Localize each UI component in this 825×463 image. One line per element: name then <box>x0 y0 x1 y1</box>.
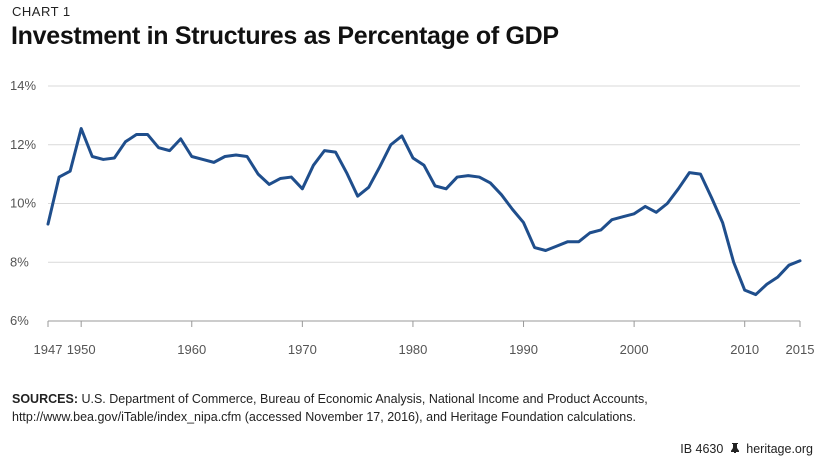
data-point <box>179 138 182 140</box>
data-point <box>511 208 514 211</box>
data-point <box>766 283 768 286</box>
sources-label: SOURCES: <box>12 392 78 406</box>
data-point <box>146 133 149 136</box>
data-point <box>69 170 71 172</box>
data-point <box>301 188 304 190</box>
data-point <box>666 202 669 205</box>
data-point <box>168 149 171 152</box>
data-point <box>124 141 127 143</box>
data-point <box>655 211 658 214</box>
data-point <box>135 133 138 136</box>
data-point <box>401 135 403 137</box>
data-point <box>544 249 547 252</box>
data-point <box>633 212 635 215</box>
data-point <box>91 155 94 158</box>
data-point <box>113 157 116 159</box>
data-point <box>102 158 105 161</box>
data-point <box>224 155 226 158</box>
data-point <box>777 276 779 278</box>
sources-text: U.S. Department of Commerce, Bureau of E… <box>12 392 648 424</box>
x-tick-label: 1980 <box>398 342 427 357</box>
data-point <box>58 176 60 178</box>
y-tick-label: 6% <box>10 313 29 328</box>
data-point <box>578 240 580 243</box>
data-point <box>246 155 248 158</box>
data-point <box>533 246 536 249</box>
y-tick-label: 10% <box>10 196 36 211</box>
x-tick-label: 2010 <box>730 342 759 357</box>
footer-credit: IB 4630 heritage.org <box>680 442 813 456</box>
data-point <box>80 127 82 130</box>
site-name: heritage.org <box>746 442 813 456</box>
data-point <box>356 195 359 197</box>
data-point <box>799 259 801 262</box>
data-point <box>213 161 215 164</box>
data-point <box>190 155 193 158</box>
data-point <box>157 146 160 149</box>
gridlines <box>48 85 800 322</box>
data-point <box>312 164 315 167</box>
data-point <box>754 293 757 296</box>
series-group <box>46 127 802 297</box>
data-point <box>323 149 326 152</box>
data-point <box>279 177 282 180</box>
liberty-bell-icon <box>730 442 740 456</box>
data-point <box>500 193 503 196</box>
data-point <box>235 154 237 156</box>
x-tick-label: 1947 <box>34 342 63 357</box>
data-point <box>478 176 481 178</box>
x-tick-label: 2015 <box>786 342 815 357</box>
line-chart: 6% 8% 10% 12% 14% 1947 1950 1960 1970 1980 1990 20… <box>10 78 815 357</box>
data-point <box>202 158 204 161</box>
data-point <box>788 264 790 266</box>
data-point <box>699 173 702 175</box>
data-point <box>334 151 337 153</box>
data-point <box>522 221 525 224</box>
y-axis-ticks: 6% 8% 10% 12% 14% <box>10 78 36 328</box>
data-point <box>622 215 624 218</box>
data-point <box>390 143 392 146</box>
data-point <box>566 240 569 243</box>
data-point <box>644 205 646 208</box>
data-point <box>467 174 470 177</box>
data-point <box>47 223 49 225</box>
data-point <box>555 245 558 247</box>
data-point <box>456 176 458 178</box>
data-point <box>367 186 370 189</box>
data-point <box>710 196 713 199</box>
data-point <box>345 171 348 174</box>
x-tick-label: 1970 <box>288 342 317 357</box>
data-point <box>600 229 602 231</box>
data-point <box>677 188 680 190</box>
chart-title: Investment in Structures as Percentage o… <box>11 22 559 50</box>
data-point <box>423 164 425 167</box>
y-tick-label: 14% <box>10 78 36 93</box>
data-point <box>290 176 293 178</box>
data-point <box>489 182 492 184</box>
x-axis-ticks: 1947 1950 1960 1970 1980 1990 2000 2010 2015 <box>34 320 815 357</box>
chart-label: CHART 1 <box>12 4 71 19</box>
data-point <box>434 185 436 187</box>
data-point <box>611 218 613 221</box>
x-tick-label: 2000 <box>620 342 649 357</box>
data-point <box>378 165 381 168</box>
data-point <box>589 232 591 234</box>
data-point <box>721 221 724 224</box>
x-tick-label: 1960 <box>177 342 206 357</box>
data-point <box>268 183 270 186</box>
data-point <box>412 157 414 159</box>
x-tick-label: 1990 <box>509 342 538 357</box>
data-point <box>257 173 259 175</box>
report-id: IB 4630 <box>680 442 724 456</box>
y-tick-label: 12% <box>10 137 36 152</box>
sources-note: SOURCES: U.S. Department of Commerce, Bu… <box>12 390 802 426</box>
data-point <box>732 261 735 264</box>
y-tick-label: 8% <box>10 254 29 269</box>
data-point <box>445 188 447 190</box>
x-tick-label: 1950 <box>67 342 96 357</box>
data-point <box>743 289 746 291</box>
data-point <box>688 171 691 174</box>
series-line-0 <box>46 127 802 297</box>
